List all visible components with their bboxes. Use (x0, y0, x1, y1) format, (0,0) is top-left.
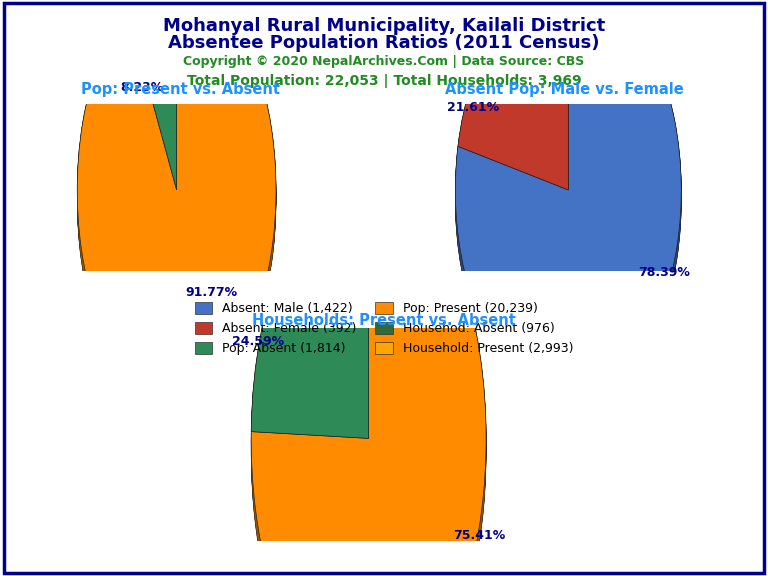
Text: Total Population: 22,053 | Total Households: 3,969: Total Population: 22,053 | Total Househo… (187, 74, 581, 88)
Wedge shape (78, 0, 276, 396)
Wedge shape (458, 0, 568, 197)
Wedge shape (455, 0, 681, 408)
Wedge shape (127, 0, 177, 202)
Wedge shape (127, 0, 177, 203)
Text: Mohanyal Rural Municipality, Kailali District: Mohanyal Rural Municipality, Kailali Dis… (163, 17, 605, 35)
Wedge shape (251, 190, 486, 576)
Wedge shape (458, 0, 568, 196)
Wedge shape (251, 190, 369, 453)
Text: Absent Pop: Male vs. Female: Absent Pop: Male vs. Female (445, 82, 684, 97)
Wedge shape (78, 0, 276, 407)
Text: 75.41%: 75.41% (453, 529, 505, 541)
Wedge shape (251, 192, 369, 455)
Wedge shape (455, 0, 681, 396)
Wedge shape (78, 0, 276, 399)
Wedge shape (251, 178, 486, 576)
Wedge shape (127, 0, 177, 191)
Wedge shape (127, 0, 177, 195)
Text: Absentee Population Ratios (2011 Census): Absentee Population Ratios (2011 Census) (168, 34, 600, 52)
Wedge shape (251, 180, 486, 576)
Wedge shape (455, 0, 681, 410)
Wedge shape (251, 175, 486, 576)
Wedge shape (251, 175, 486, 576)
Wedge shape (127, 0, 177, 196)
Wedge shape (458, 0, 568, 198)
Wedge shape (127, 0, 177, 192)
Text: Pop: Present vs. Absent: Pop: Present vs. Absent (81, 82, 280, 97)
Wedge shape (251, 184, 486, 576)
Wedge shape (251, 192, 486, 576)
Wedge shape (455, 0, 681, 396)
Wedge shape (251, 175, 369, 438)
Wedge shape (127, 0, 177, 194)
Wedge shape (251, 178, 369, 441)
Wedge shape (78, 0, 276, 397)
Wedge shape (458, 0, 568, 203)
Wedge shape (78, 0, 276, 402)
Wedge shape (127, 0, 177, 200)
Wedge shape (455, 0, 681, 406)
Text: 21.61%: 21.61% (446, 101, 498, 114)
Wedge shape (78, 0, 276, 400)
Text: Households: Present vs. Absent: Households: Present vs. Absent (252, 313, 516, 328)
Text: 78.39%: 78.39% (638, 266, 690, 279)
Wedge shape (251, 187, 486, 576)
Wedge shape (455, 0, 681, 403)
Wedge shape (78, 0, 276, 404)
Wedge shape (458, 0, 568, 194)
Wedge shape (458, 0, 568, 192)
Wedge shape (78, 0, 276, 406)
Wedge shape (251, 183, 369, 446)
Wedge shape (251, 184, 369, 448)
Wedge shape (78, 0, 276, 396)
Wedge shape (251, 185, 369, 449)
Wedge shape (458, 0, 568, 202)
Text: 91.77%: 91.77% (185, 286, 237, 299)
Text: 8.23%: 8.23% (121, 81, 164, 94)
Text: 24.59%: 24.59% (232, 335, 284, 348)
Wedge shape (78, 0, 276, 410)
Wedge shape (458, 0, 568, 190)
Wedge shape (251, 177, 486, 576)
Wedge shape (455, 0, 681, 404)
Wedge shape (455, 0, 681, 401)
Wedge shape (78, 0, 276, 401)
Wedge shape (455, 0, 681, 407)
Wedge shape (458, 0, 568, 200)
Text: Copyright © 2020 NepalArchives.Com | Data Source: CBS: Copyright © 2020 NepalArchives.Com | Dat… (184, 55, 584, 68)
Wedge shape (251, 180, 369, 443)
Wedge shape (251, 183, 486, 576)
Wedge shape (458, 0, 568, 199)
Wedge shape (455, 0, 681, 400)
Wedge shape (458, 0, 568, 195)
Wedge shape (455, 0, 681, 399)
Wedge shape (251, 185, 486, 576)
Wedge shape (127, 0, 177, 190)
Wedge shape (251, 187, 369, 450)
Wedge shape (78, 0, 276, 408)
Wedge shape (127, 0, 177, 198)
Wedge shape (455, 0, 681, 397)
Wedge shape (127, 0, 177, 190)
Wedge shape (251, 177, 369, 440)
Wedge shape (458, 0, 568, 191)
Wedge shape (78, 0, 276, 403)
Wedge shape (127, 0, 177, 199)
Legend: Absent: Male (1,422), Absent: Female (392), Pop: Absent (1,814), Pop: Present (2: Absent: Male (1,422), Absent: Female (39… (194, 302, 574, 355)
Wedge shape (251, 181, 369, 445)
Wedge shape (251, 188, 486, 576)
Wedge shape (251, 188, 369, 452)
Wedge shape (251, 175, 369, 438)
Wedge shape (458, 0, 568, 190)
Wedge shape (251, 181, 486, 576)
Wedge shape (455, 0, 681, 402)
Wedge shape (127, 0, 177, 197)
